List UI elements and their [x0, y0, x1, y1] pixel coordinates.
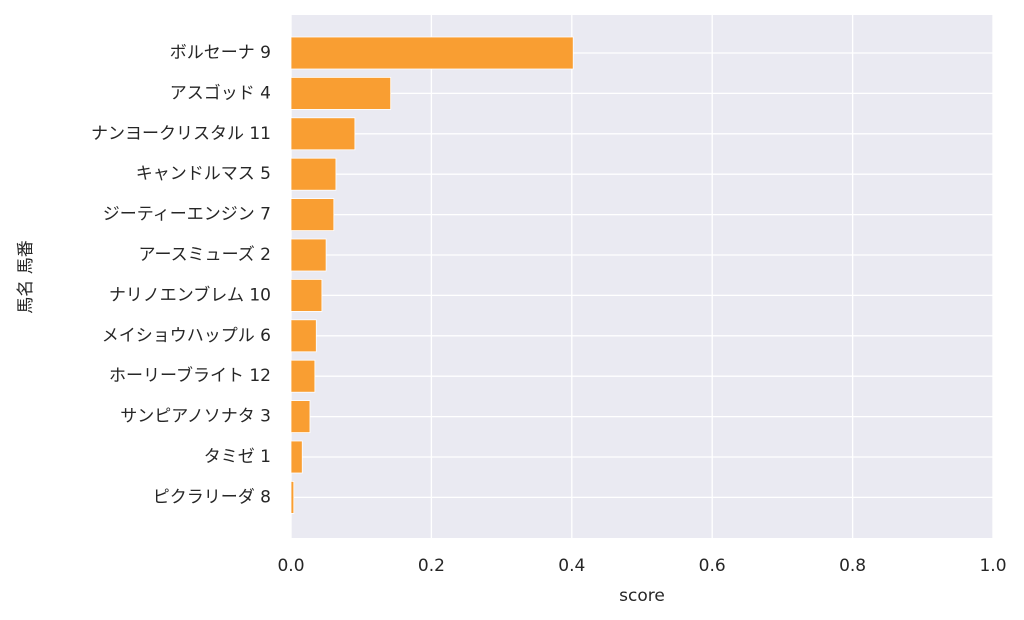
- y-tick-label: キャンドルマス 5: [136, 164, 271, 184]
- y-tick-label: ホーリーブライト 12: [109, 365, 271, 386]
- bar: [290, 319, 317, 353]
- y-tick-label: アスゴッド 4: [170, 82, 271, 103]
- y-tick-label: ピクラリーダ 8: [153, 487, 271, 507]
- y-tick-label: アースミューズ 2: [139, 245, 272, 265]
- x-axis-label: score: [619, 586, 665, 606]
- bar: [290, 400, 311, 434]
- x-tick-label: 0.4: [558, 556, 585, 576]
- plot-area: [291, 15, 993, 538]
- y-tick-label: タミゼ 1: [204, 447, 271, 467]
- bar: [290, 359, 316, 393]
- x-tick-label: 0.6: [699, 556, 726, 576]
- bar: [290, 278, 323, 312]
- bar: [290, 77, 392, 110]
- x-tick-label: 1.0: [979, 556, 1006, 576]
- y-tick-label: ジーティーエンジン 7: [103, 205, 271, 225]
- y-tick-label: ナリノエンブレム 10: [109, 284, 271, 305]
- y-tick-label: メイショウハップル 6: [102, 326, 271, 346]
- y-tick-label: ナンヨークリスタル 11: [91, 124, 271, 144]
- bar: [290, 117, 356, 151]
- y-axis-label: 馬名 馬番: [16, 240, 36, 313]
- x-tick-label: 0.0: [277, 556, 304, 576]
- x-tick-label: 0.2: [418, 556, 445, 576]
- bar: [290, 480, 295, 514]
- y-tick-label: ボルセーナ 9: [170, 43, 271, 63]
- bar: [290, 198, 335, 232]
- y-tick-label: サンピアノソナタ 3: [120, 407, 271, 427]
- bar: [290, 36, 574, 70]
- bar: [290, 238, 327, 272]
- bar: [290, 157, 337, 191]
- bar: [290, 440, 303, 474]
- x-tick-label: 0.8: [839, 556, 866, 576]
